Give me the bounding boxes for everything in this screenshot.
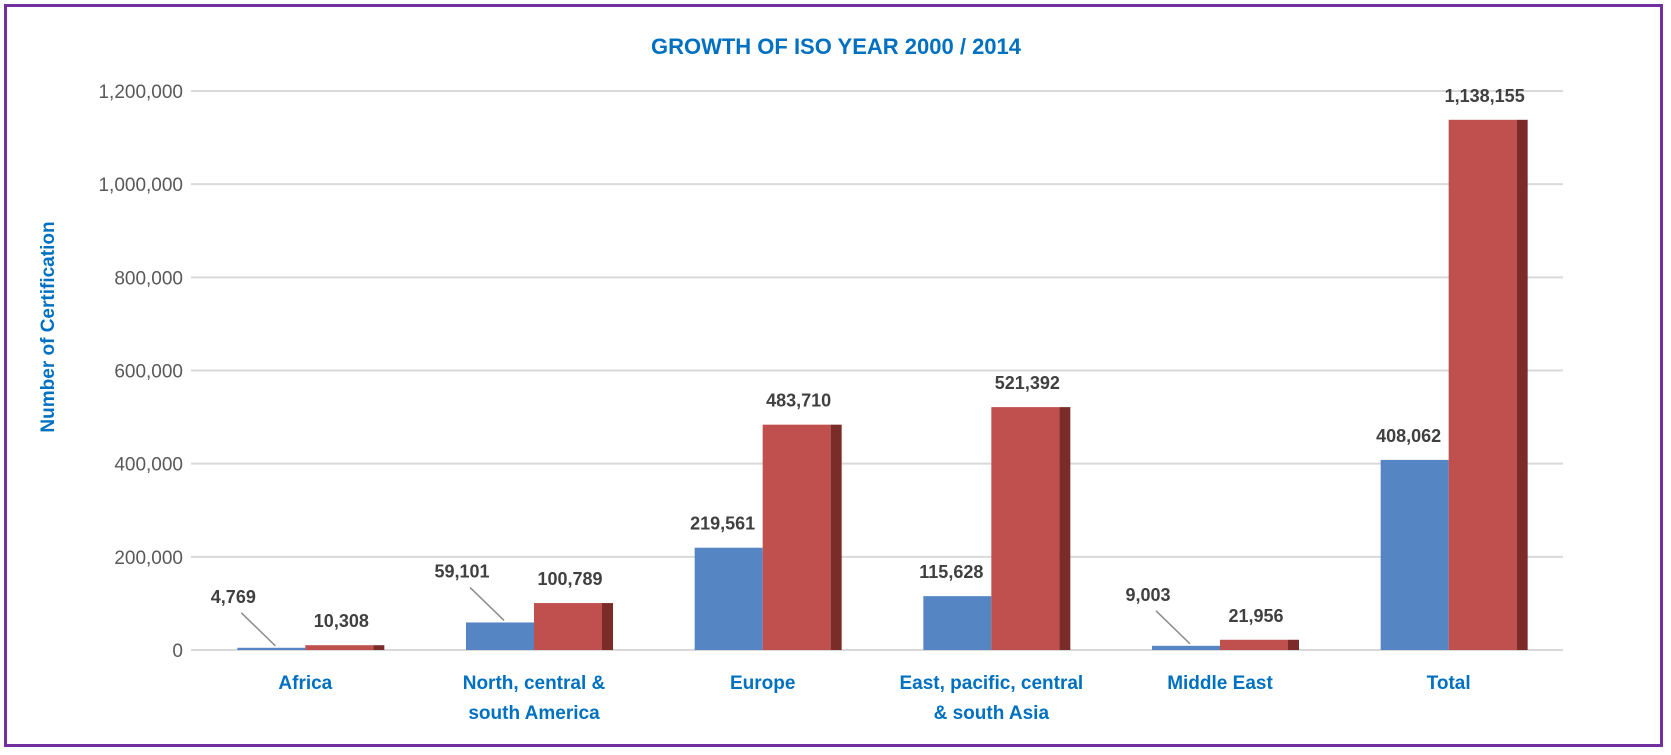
y-tick-label: 1,000,000 <box>98 175 183 196</box>
bar-series-1 <box>237 647 306 650</box>
x-category-label: Total <box>1427 673 1471 694</box>
leader-line <box>1155 610 1191 645</box>
x-axis-categories: Africa North, central & south America Europ… <box>278 673 1470 724</box>
bar-series-2 <box>305 645 374 650</box>
bar-series-2-side <box>1288 639 1299 650</box>
bar-series-1 <box>1380 459 1449 650</box>
bar-series-1 <box>466 622 534 650</box>
x-category-label: & south Asia <box>934 703 1050 724</box>
y-tick-label: 600,000 <box>114 362 183 383</box>
bar-series-2-side <box>1059 407 1071 650</box>
y-tick-label: 800,000 <box>114 268 183 289</box>
y-axis-title: Number of Certification <box>38 221 59 432</box>
data-label: 408,062 <box>1376 426 1441 446</box>
bar-series-2 <box>1448 119 1517 651</box>
leader-line <box>240 612 276 647</box>
bar-series-2 <box>534 603 602 650</box>
bar-series-2-side <box>1516 119 1528 651</box>
y-tick-label: 0 <box>172 641 183 662</box>
x-category-label: Africa <box>278 673 332 694</box>
bar-series <box>237 119 1528 651</box>
x-category-label: south America <box>468 703 600 724</box>
y-tick-label: 1,200,000 <box>98 82 183 103</box>
data-labels: 4,769 10,308 59,101 100,789 219,561 483,710 11… <box>211 86 1525 631</box>
data-label: 100,789 <box>537 569 602 589</box>
data-label: 219,561 <box>690 514 755 534</box>
data-label: 521,392 <box>995 373 1060 393</box>
data-label: 10,308 <box>314 611 369 631</box>
y-tick-label: 400,000 <box>114 455 183 476</box>
gridlines <box>191 90 1563 651</box>
data-label: 4,769 <box>211 587 256 607</box>
data-label: 115,628 <box>919 562 983 582</box>
leader-line <box>469 586 505 622</box>
bar-series-2-side <box>602 603 613 650</box>
y-tick-label: 200,000 <box>114 548 183 569</box>
data-label: 59,101 <box>434 561 489 581</box>
bar-series-1 <box>1152 645 1220 650</box>
bar-series-1 <box>694 547 763 650</box>
x-category-label: North, central & <box>463 673 606 694</box>
bar-series-2 <box>762 424 831 650</box>
data-label: 483,710 <box>766 391 831 411</box>
bar-series-2 <box>991 407 1060 650</box>
bar-series-2-side <box>373 645 385 650</box>
leader-lines <box>240 586 1191 647</box>
chart-title: GROWTH OF ISO YEAR 2000 / 2014 <box>651 34 1022 59</box>
bar-series-2 <box>1220 639 1288 650</box>
data-label: 21,956 <box>1228 606 1283 626</box>
x-category-label: Middle East <box>1167 673 1273 694</box>
data-label: 1,138,155 <box>1445 86 1525 106</box>
y-axis-ticks: 0 200,000 400,000 600,000 800,000 1,000,000 1,… <box>98 82 183 662</box>
data-label: 9,003 <box>1125 585 1170 605</box>
x-category-label: East, pacific, central <box>899 673 1083 694</box>
bar-series-2-side <box>830 424 842 650</box>
x-category-label: Europe <box>730 673 795 694</box>
bar-series-1 <box>923 596 992 650</box>
